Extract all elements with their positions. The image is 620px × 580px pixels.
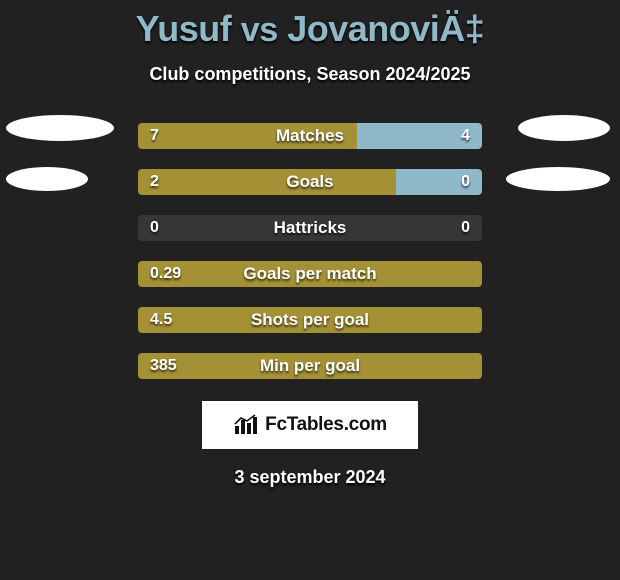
date-label: 3 september 2024 bbox=[0, 467, 620, 488]
vs-text: vs bbox=[241, 11, 278, 49]
stat-bar-value-left: 7 bbox=[150, 123, 159, 149]
player1-name: Yusuf bbox=[136, 8, 232, 49]
stat-bar-value-left: 0 bbox=[150, 215, 159, 241]
stat-bar-value-right: 0 bbox=[461, 169, 470, 195]
avatar-ellipse bbox=[506, 167, 610, 191]
stat-bar-value-left: 2 bbox=[150, 169, 159, 195]
stat-bar: Goals per match0.29 bbox=[138, 261, 482, 287]
stat-bar-value-left: 0.29 bbox=[150, 261, 181, 287]
stat-bar: Shots per goal4.5 bbox=[138, 307, 482, 333]
stat-bar-label: Hattricks bbox=[138, 215, 482, 241]
stat-bar: Hattricks0 0 bbox=[138, 215, 482, 241]
stat-bar-value-right: 4 bbox=[461, 123, 470, 149]
comparison-title: Yusuf vs JovanoviÄ‡ bbox=[0, 0, 620, 50]
player2-avatar-shapes bbox=[506, 115, 610, 191]
brand-chart-icon bbox=[233, 414, 259, 436]
stat-bar-label: Goals per match bbox=[138, 261, 482, 287]
stat-bar-label: Goals bbox=[138, 169, 482, 195]
brand-text: FcTables.com bbox=[265, 414, 387, 436]
stat-bar-value-left: 4.5 bbox=[150, 307, 172, 333]
player1-avatar-shapes bbox=[6, 115, 114, 191]
stat-bar-value-left: 385 bbox=[150, 353, 177, 379]
stat-bars: Matches74Goals20Hattricks00Goals per mat… bbox=[138, 123, 482, 379]
avatar-ellipse bbox=[6, 167, 88, 191]
stat-bar-label: Matches bbox=[138, 123, 482, 149]
stat-bar-label: Min per goal bbox=[138, 353, 482, 379]
stat-bar: Min per goal385 bbox=[138, 353, 482, 379]
stats-stage: Matches74Goals20Hattricks00Goals per mat… bbox=[0, 123, 620, 379]
brand-box: FcTables.com bbox=[202, 401, 418, 449]
subtitle: Club competitions, Season 2024/2025 bbox=[0, 64, 620, 85]
stat-bar-value-right: 0 bbox=[461, 215, 470, 241]
avatar-ellipse bbox=[6, 115, 114, 141]
player2-name: JovanoviÄ‡ bbox=[287, 8, 484, 49]
stat-bar-label: Shots per goal bbox=[138, 307, 482, 333]
stat-bar: Matches7 4 bbox=[138, 123, 482, 149]
stat-bar: Goals2 0 bbox=[138, 169, 482, 195]
avatar-ellipse bbox=[518, 115, 610, 141]
